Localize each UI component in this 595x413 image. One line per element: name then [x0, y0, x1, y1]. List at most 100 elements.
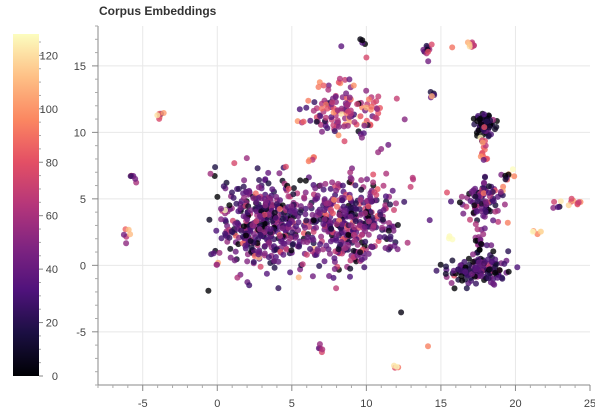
- data-point: [425, 48, 432, 55]
- data-point: [338, 43, 345, 50]
- data-point: [501, 260, 508, 267]
- data-point: [248, 244, 255, 251]
- data-point: [467, 216, 473, 223]
- data-point: [357, 36, 364, 43]
- data-point: [321, 216, 328, 223]
- colorbar-tick-label: 20: [46, 318, 58, 330]
- data-point: [470, 258, 477, 265]
- data-point: [212, 164, 219, 171]
- data-point: [280, 251, 287, 258]
- data-point: [302, 224, 308, 231]
- data-point: [229, 189, 235, 196]
- data-point: [325, 86, 332, 93]
- x-tick-label: -5: [138, 398, 148, 410]
- data-point: [276, 206, 283, 212]
- data-point: [551, 198, 558, 205]
- data-point: [335, 180, 342, 187]
- data-point: [482, 174, 488, 181]
- data-point: [497, 188, 504, 195]
- data-point: [428, 93, 435, 100]
- data-point: [483, 118, 490, 125]
- data-point: [325, 200, 332, 207]
- data-point: [273, 201, 280, 208]
- data-point: [265, 169, 272, 176]
- data-point: [480, 156, 487, 163]
- data-point: [297, 209, 304, 216]
- data-point: [295, 274, 302, 281]
- data-point: [261, 211, 268, 218]
- data-point: [305, 158, 312, 165]
- data-point: [216, 249, 223, 256]
- data-point: [285, 185, 292, 192]
- data-point: [321, 258, 328, 265]
- x-tick-label: 15: [435, 398, 447, 410]
- data-point: [220, 183, 227, 190]
- data-point: [381, 234, 388, 241]
- data-point: [481, 179, 488, 186]
- data-point: [244, 216, 251, 223]
- data-point: [269, 186, 276, 193]
- data-point: [376, 234, 383, 241]
- data-point: [485, 183, 492, 190]
- data-point: [347, 169, 354, 176]
- data-point: [230, 194, 237, 201]
- data-point: [344, 102, 351, 109]
- x-tick-label: 25: [584, 398, 595, 410]
- data-point: [483, 201, 490, 208]
- data-point: [501, 201, 508, 208]
- data-point: [365, 250, 372, 257]
- data-point: [442, 270, 449, 277]
- data-point: [240, 183, 247, 190]
- data-point: [472, 193, 479, 200]
- data-point: [379, 216, 386, 223]
- data-point: [271, 264, 278, 271]
- data-point: [550, 204, 557, 211]
- data-point: [379, 224, 385, 231]
- data-point: [352, 182, 359, 189]
- data-point: [404, 239, 411, 246]
- data-point: [273, 193, 280, 200]
- data-point: [370, 222, 377, 229]
- data-point: [341, 123, 348, 130]
- colorbar-tick-label: 80: [46, 157, 58, 169]
- data-point: [213, 227, 220, 234]
- data-point: [315, 248, 322, 254]
- data-point: [228, 228, 235, 235]
- data-point: [490, 198, 497, 205]
- data-point: [345, 242, 352, 249]
- chart-title: Corpus Embeddings: [99, 4, 217, 18]
- data-point: [331, 128, 338, 135]
- data-point: [266, 239, 273, 246]
- data-point: [309, 211, 316, 218]
- data-point: [451, 285, 458, 292]
- data-point: [371, 189, 378, 196]
- data-point: [288, 247, 295, 254]
- data-point: [481, 185, 487, 191]
- data-point: [297, 203, 304, 210]
- data-point: [267, 226, 274, 232]
- data-point: [425, 343, 431, 350]
- colorbar-tick-label: 0: [52, 371, 58, 383]
- data-point: [368, 243, 375, 250]
- colorbar-bar: [13, 34, 39, 376]
- data-point: [256, 226, 263, 233]
- data-point: [529, 228, 536, 235]
- data-point: [283, 246, 290, 253]
- x-tick-label: 20: [509, 398, 521, 410]
- axes: -5 0 5 10 15 20 25 -5 0 5 10 15: [74, 25, 595, 410]
- data-point: [218, 216, 225, 223]
- data-point: [329, 99, 336, 106]
- data-point: [509, 166, 516, 173]
- data-point: [233, 200, 240, 207]
- data-point: [332, 93, 339, 100]
- data-point: [460, 210, 467, 217]
- data-point: [391, 242, 398, 249]
- data-point: [380, 207, 387, 214]
- data-point: [348, 176, 355, 183]
- data-point: [329, 179, 336, 186]
- data-point: [227, 245, 234, 252]
- data-point: [241, 177, 248, 184]
- data-point: [305, 97, 312, 104]
- data-point: [207, 170, 214, 177]
- data-point: [474, 226, 481, 233]
